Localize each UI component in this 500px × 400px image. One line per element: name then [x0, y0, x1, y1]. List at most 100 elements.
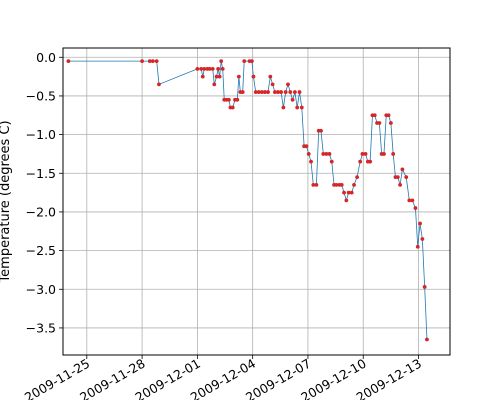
data-point — [226, 97, 231, 102]
data-point — [288, 90, 293, 94]
data-point — [321, 152, 326, 156]
data-point — [286, 82, 290, 87]
data-point — [253, 90, 258, 94]
data-point — [329, 159, 334, 164]
series-line-layer — [68, 60, 428, 340]
data-point — [195, 66, 200, 71]
y-tick-label: −3.0 — [26, 282, 56, 297]
data-point — [249, 59, 254, 64]
data-point — [404, 175, 409, 180]
data-point — [420, 237, 425, 241]
grid-lines — [63, 48, 450, 355]
y-axis-label: Temperature (degrees C) — [0, 120, 13, 283]
data-point — [346, 190, 351, 195]
data-point — [268, 74, 273, 79]
data-point — [415, 244, 420, 249]
series-line — [68, 60, 428, 340]
data-point — [425, 337, 429, 342]
data-point — [219, 59, 224, 64]
data-point — [398, 182, 402, 187]
data-point — [309, 159, 313, 164]
data-point — [273, 90, 277, 94]
data-point — [140, 59, 144, 64]
data-point — [327, 152, 332, 156]
data-point — [391, 152, 396, 156]
data-point — [217, 74, 222, 79]
data-point — [279, 90, 283, 94]
data-point — [210, 66, 215, 71]
data-point — [368, 159, 373, 164]
data-point — [358, 159, 363, 164]
data-point — [314, 182, 319, 187]
data-point — [299, 105, 304, 110]
data-point — [382, 152, 386, 156]
data-point — [334, 182, 339, 187]
data-point — [276, 90, 280, 94]
data-point — [263, 90, 267, 94]
data-point — [230, 105, 235, 110]
data-point — [157, 82, 161, 87]
data-point — [295, 105, 300, 110]
data-point — [363, 152, 368, 156]
data-point — [319, 128, 323, 133]
y-tick-label: −1.0 — [26, 127, 56, 142]
data-point — [200, 74, 205, 79]
data-point — [236, 74, 241, 79]
data-point — [349, 190, 354, 195]
data-point — [212, 82, 217, 87]
data-point — [418, 221, 422, 226]
y-tick-label: −2.0 — [26, 204, 56, 219]
data-point — [256, 90, 261, 94]
data-point — [388, 121, 393, 125]
data-point — [352, 182, 356, 187]
data-point — [410, 198, 415, 203]
data-markers — [66, 59, 429, 342]
data-point — [344, 198, 349, 203]
data-point — [270, 82, 275, 87]
data-point — [422, 285, 427, 289]
data-point — [372, 113, 377, 118]
data-point — [395, 175, 400, 180]
data-point — [251, 74, 256, 79]
data-point — [400, 167, 405, 172]
y-tick-label: 0.0 — [36, 50, 56, 65]
data-point — [242, 59, 247, 64]
data-point — [413, 206, 418, 210]
data-point — [311, 182, 316, 187]
data-point — [240, 90, 245, 94]
data-point — [214, 74, 219, 79]
data-point — [281, 105, 286, 110]
y-tick-label: −3.5 — [26, 320, 56, 335]
data-point — [199, 66, 204, 71]
data-point — [235, 97, 240, 102]
data-point — [66, 59, 71, 64]
data-point — [150, 59, 155, 64]
data-point — [292, 90, 297, 94]
data-point — [220, 66, 225, 71]
data-point — [324, 152, 329, 156]
x-axis-ticks: 2009-11-252009-11-282009-12-012009-12-04… — [22, 355, 424, 400]
data-point — [283, 90, 288, 94]
data-point — [407, 198, 412, 203]
data-point — [297, 90, 302, 94]
data-point — [147, 59, 152, 64]
data-point — [216, 66, 221, 71]
data-point — [304, 144, 309, 149]
y-tick-label: −2.5 — [26, 243, 56, 258]
y-axis-ticks: 0.0 −0.5 −1.0 −1.5 −2.0 −2.5 −3.0 −3.5 — [26, 50, 63, 335]
data-point — [202, 66, 207, 71]
data-point — [290, 97, 295, 102]
data-point — [266, 90, 270, 94]
data-point — [360, 152, 365, 156]
data-point — [339, 182, 344, 187]
y-tick-label: −0.5 — [26, 88, 56, 103]
data-point — [355, 175, 359, 180]
data-point — [259, 90, 264, 94]
plot-frame — [62, 47, 451, 356]
data-point — [306, 152, 311, 156]
data-point — [154, 59, 159, 64]
data-point — [377, 121, 382, 125]
y-tick-label: −1.5 — [26, 166, 56, 181]
data-point — [386, 113, 391, 118]
